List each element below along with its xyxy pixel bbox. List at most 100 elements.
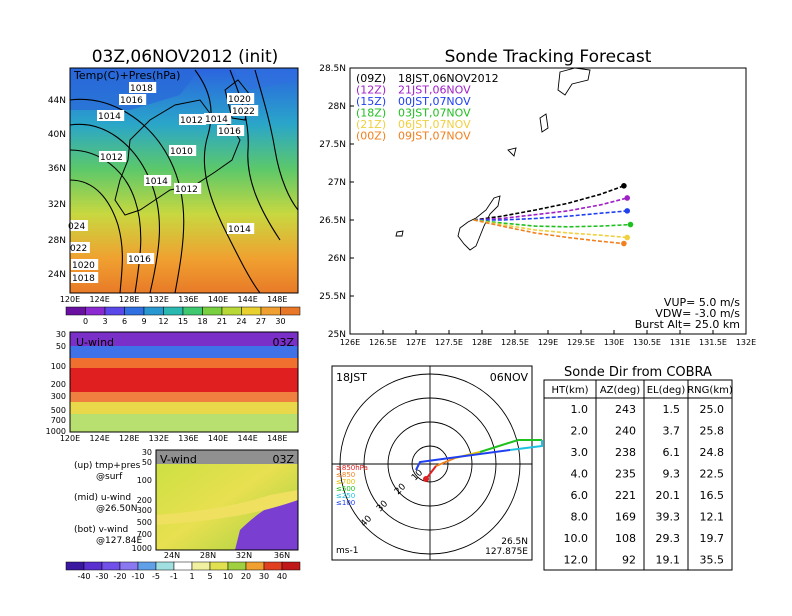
isobar-label-bg [129,82,157,93]
wind-colorbar-swatch [191,561,211,571]
temp-colorbar-swatch [124,306,145,316]
polar-time-label: 18JST [336,371,367,384]
v-wind-lat-tick: 36N [274,551,290,560]
cobra-cell: 35.5 [700,554,725,567]
polar-level-legend-item: ≤250 [336,492,355,500]
hodograph-start-dot [423,476,429,482]
isobar-label-bg [204,113,232,124]
u-wind-band-7 [70,414,298,432]
note-mid: (mid) u-wind [74,493,131,503]
isobar-label: 1012 [175,185,198,195]
cobra-cell: 240 [615,425,636,438]
cobra-cell: 25.8 [700,425,725,438]
track-x-tick: 129E [538,338,558,347]
v-wind-lat-tick: 32N [236,551,252,560]
temp-colorbar-swatch [85,306,106,316]
isobar-label-bg [227,223,255,234]
okinawa-island [457,195,501,251]
temp-colorbar-tick: 12 [158,317,168,326]
isobar-label-bg [179,114,207,125]
cold-region-east [230,68,298,90]
polar-date-label: 06NOV [490,371,529,384]
cobra-cell: 9.3 [663,468,681,481]
islands [395,67,591,251]
hodograph-segment-100 [415,449,511,471]
isobar-label: 1020 [228,95,251,105]
cobra-cell: 243 [615,403,636,416]
v-wind-time: 03Z [272,453,294,466]
u-wind-lon-ticks: 120E 124E 128E 132E 136E 140E 144E 148E [60,434,288,443]
track-x-tick: 128E [472,338,492,347]
u-wind-jet [70,368,298,392]
cobra-header-cell: HT(km) [552,385,589,396]
wind-colorbar-swatch [245,561,265,571]
map-lon-tick: 148E [267,295,287,304]
track-end-point [621,183,627,189]
track-end-point [624,234,630,241]
temp-colorbar-tick: 21 [217,317,227,326]
temp-colorbar-tick: 27 [256,317,266,326]
cobra-cell: 1.0 [571,403,589,416]
track-end-point [621,240,627,247]
wind-colorbar-swatch [263,561,283,571]
v-wind-lat-tick: 24N [164,551,180,560]
hodograph-segment-850 [435,457,456,467]
track-legend-text: 00JST,07NOV [398,95,471,108]
polar-frame [331,365,533,561]
cobra-cell: 8.0 [571,511,589,524]
note-up: (up) tmp+pres [74,461,141,471]
temp-colorbar-swatch [241,306,262,316]
track-y-tick: 28N [328,102,346,112]
wind-colorbar-tick: -20 [113,572,126,581]
cobra-header-cell: RNG(km) [687,385,733,396]
map-lon-tick: 120E [60,295,80,304]
isobar-label-bg [217,125,245,136]
v-wind-level-tick: 30 [142,448,152,457]
track-legend-text: 18JST,06NOV2012 [398,72,499,85]
u-wind-band-6 [70,402,298,414]
wind-colorbar-tick: 5 [207,572,212,581]
cobra-cell: 6.0 [571,489,589,502]
track-title: Sonde Tracking Forecast [445,47,652,67]
temp-colorbar-swatch [221,306,242,316]
isobar-label-bg [99,151,127,162]
map-lat-tick: 40N [48,130,66,140]
polar-level-legend-item: ≥850hPa [336,464,368,472]
u-wind-lon-tick: 132E [149,434,169,443]
note-up-2: @surf [96,472,123,482]
cobra-cell: 19.7 [700,532,725,545]
cobra-cell: 221 [615,489,636,502]
wind-colorbar-swatch [173,561,193,571]
isobar-label-bg [71,259,99,270]
cobra-cell: 12.1 [700,511,725,524]
cobra-table-frame [543,379,733,571]
temp-colorbar-tick: 9 [141,317,146,326]
polar-level-legend-item: ≤500 [336,485,355,493]
isobar-label: 1018 [130,84,153,94]
isobar-label: 1020 [72,261,95,271]
polar-rings [332,366,532,560]
cobra-cell: 238 [615,446,636,459]
track-x-tick: 126.5E [369,338,397,347]
wind-colorbar-tick: 1 [189,572,194,581]
v-wind-top-band [156,450,298,464]
track-y-tick: 26.5N [319,216,346,226]
map-lon-tick: 140E [208,295,228,304]
track-x-tick: 127E [406,338,426,347]
isobar-label-bg [69,242,90,253]
u-wind-level-tick: 100 [51,362,66,371]
temp-colorbar-swatch [260,306,281,316]
cobra-cell: 2.0 [571,425,589,438]
hodograph-segment-500 [479,439,542,453]
v-wind-level-tick: 700 [137,530,152,539]
map-lon-tick: 136E [178,295,198,304]
note-bot: (bot) v-wind [74,525,128,535]
u-wind-level-tick: 30 [56,330,66,339]
u-wind-lon-tick: 124E [89,434,109,443]
map-lon-tick: 132E [149,295,169,304]
isobar-label: 024 [68,222,85,232]
